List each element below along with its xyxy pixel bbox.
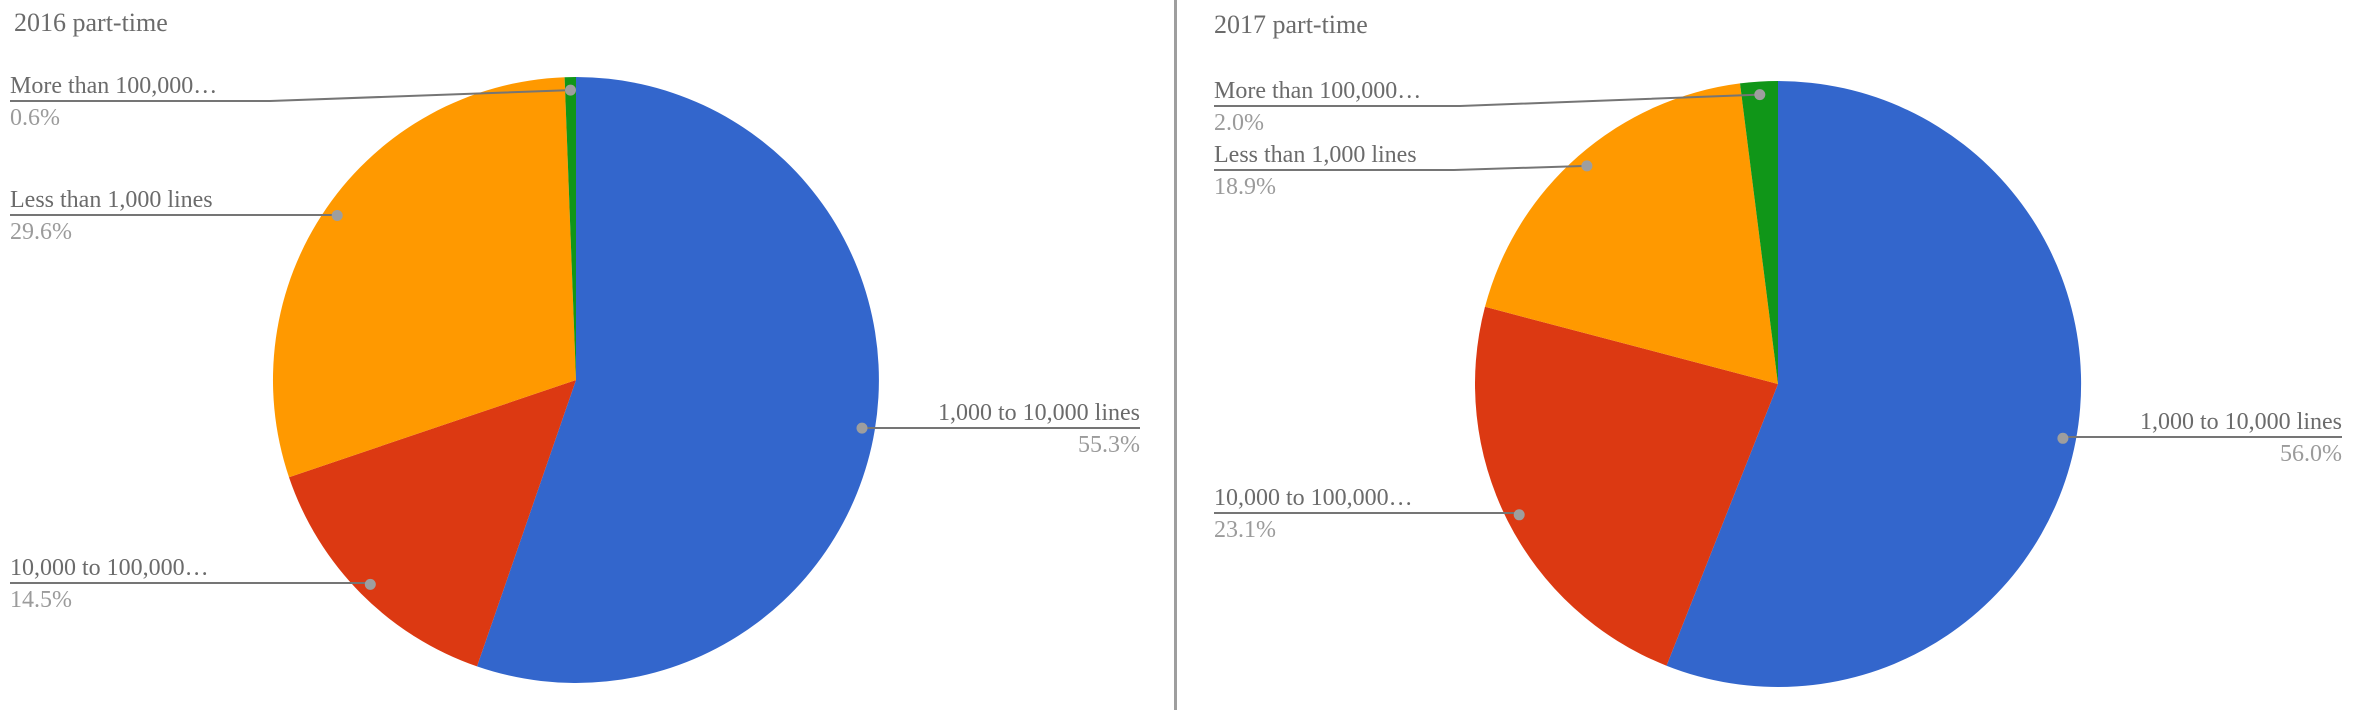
callout-anchor-dot: [1581, 160, 1593, 172]
pie-slice[interactable]: [289, 380, 576, 667]
callout-anchor-dot: [2057, 432, 2069, 444]
chart-title-2017: 2017 part-time: [1214, 10, 1368, 39]
slice-percentage: 29.6%: [10, 219, 72, 245]
slice-percentage: 23.1%: [1214, 517, 1276, 543]
slice-label: 10,000 to 100,000…: [1214, 485, 1413, 511]
pie-slice[interactable]: [1485, 83, 1778, 385]
slice-label: More than 100,000…: [1214, 78, 1422, 104]
callout-less-than-1000: Less than 1,000 lines 29.6%: [10, 187, 213, 246]
pie-slice[interactable]: [477, 77, 879, 683]
callout-1000-to-10000: 1,000 to 10,000 lines 56.0%: [2140, 409, 2342, 468]
pie-chart-panel-2017[interactable]: 2017 part-time More than 100,000… 2.0% L…: [1182, 0, 2364, 710]
callout-1000-to-10000: 1,000 to 10,000 lines 55.3%: [938, 400, 1140, 459]
pie-2017: [1214, 80, 2342, 687]
slice-label: 10,000 to 100,000…: [10, 555, 209, 581]
pie-slice[interactable]: [1475, 306, 1778, 666]
chart-title-2016: 2016 part-time: [14, 8, 168, 37]
callout-more-than-100000: More than 100,000… 0.6%: [10, 73, 217, 132]
callout-leader-line: [10, 89, 571, 102]
slice-label: 1,000 to 10,000 lines: [2140, 409, 2342, 435]
callout-anchor-dot: [1513, 509, 1525, 521]
pie-2016: [10, 76, 1140, 683]
callout-10000-to-100000: 10,000 to 100,000… 23.1%: [1214, 485, 1413, 544]
slice-percentage: 0.6%: [10, 105, 60, 131]
pie-slice[interactable]: [1740, 81, 1778, 384]
pie-slice[interactable]: [272, 77, 576, 478]
slice-label: More than 100,000…: [10, 73, 218, 99]
callout-anchor-dot: [1754, 89, 1766, 101]
pie-slice[interactable]: [1666, 80, 2082, 687]
slice-percentage: 14.5%: [10, 587, 72, 613]
callout-leader-line: [1214, 93, 1760, 107]
callout-more-than-100000: More than 100,000… 2.0%: [1214, 78, 1421, 137]
panel-divider: [1174, 0, 1177, 710]
callout-anchor-dot: [856, 422, 868, 434]
slice-percentage: 56.0%: [2280, 441, 2342, 467]
slice-percentage: 18.9%: [1214, 174, 1276, 200]
pie-slice[interactable]: [564, 76, 576, 380]
callout-10000-to-100000: 10,000 to 100,000… 14.5%: [10, 555, 209, 614]
pie-chart-panel-2016[interactable]: 2016 part-time More than 100,000… 0.6% L…: [0, 0, 1182, 710]
slice-label: Less than 1,000 lines: [1214, 142, 1417, 168]
slice-label: Less than 1,000 lines: [10, 187, 213, 213]
callout-anchor-dot: [331, 210, 343, 221]
slice-percentage: 55.3%: [1078, 432, 1140, 458]
callout-less-than-1000: Less than 1,000 lines 18.9%: [1214, 142, 1417, 201]
slice-percentage: 2.0%: [1214, 110, 1264, 136]
callout-leader-line: [1214, 164, 1587, 171]
callout-anchor-dot: [565, 84, 576, 96]
slice-label: 1,000 to 10,000 lines: [938, 400, 1140, 426]
callout-anchor-dot: [364, 578, 376, 590]
